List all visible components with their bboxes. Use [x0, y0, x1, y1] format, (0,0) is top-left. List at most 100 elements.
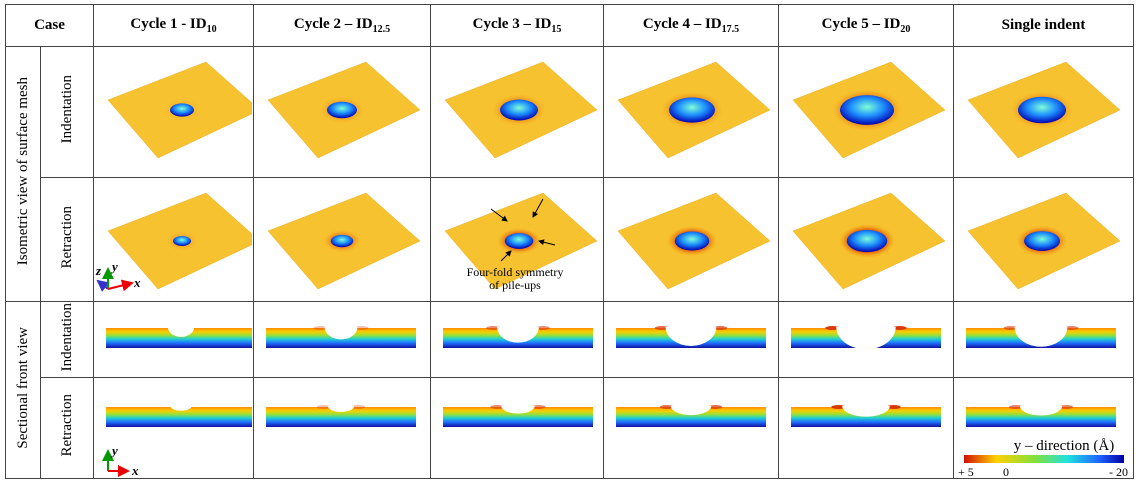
indent-hole [1018, 96, 1066, 122]
header-subscript: 12.5 [373, 24, 391, 35]
colorbar [964, 455, 1124, 463]
header-label: Cycle 3 – ID [473, 16, 552, 32]
row-label: Retraction [59, 206, 76, 268]
image-cell [604, 378, 779, 479]
header-subscript: 20 [900, 24, 910, 35]
isometric-image [779, 48, 952, 177]
header-subscript: 15 [551, 24, 561, 35]
image-cell [431, 378, 604, 479]
header-cell: Cycle 2 – ID12.5 [254, 5, 431, 47]
section-image: yx [94, 379, 252, 478]
colorbar-tick: + 5 [958, 465, 974, 478]
section-title: Sectional front view [15, 327, 32, 449]
row-label-cell: Retraction [41, 378, 94, 479]
section-image [954, 303, 1132, 377]
section-image [604, 303, 777, 377]
indent-hole [840, 95, 894, 125]
header-subscript: 10 [207, 24, 217, 35]
section-image [431, 379, 602, 478]
axis-arrow [108, 283, 132, 289]
section-image [254, 379, 429, 478]
isometric-image [954, 48, 1132, 177]
row-label-cell: Indentation [41, 302, 94, 378]
image-cell [604, 47, 779, 178]
header-label: Cycle 4 – ID [643, 16, 722, 32]
axis-label: x [133, 275, 141, 290]
header-label: Cycle 2 – ID [294, 16, 373, 32]
indent-hole [847, 229, 888, 251]
header-cell: Cycle 5 – ID20 [779, 5, 954, 47]
section-image [604, 379, 777, 478]
colorbar-title: y – direction (Å) [1014, 438, 1114, 454]
header-cell: Single indent [954, 5, 1134, 47]
isometric-image [604, 179, 777, 301]
indent-hole [331, 234, 354, 246]
image-cell [954, 47, 1134, 178]
isometric-image [604, 48, 777, 177]
header-subscript: 17.5 [722, 24, 740, 35]
axis-label: y [110, 259, 118, 274]
indent-hole [505, 233, 534, 249]
section-image [779, 379, 952, 478]
body-row: Retractionyxy – direction (Å)+ 50- 20 [6, 378, 1134, 479]
isometric-image [779, 179, 952, 301]
image-cell [954, 178, 1134, 302]
image-cell [779, 47, 954, 178]
row-label: Indentation [59, 75, 76, 143]
image-cell: zyx [94, 178, 254, 302]
image-cell [254, 178, 431, 302]
image-cell [254, 47, 431, 178]
indent-hole [669, 97, 715, 122]
image-cell [954, 302, 1134, 378]
indent-hole [1024, 231, 1060, 251]
section-image [431, 303, 602, 377]
row-label-cell: Indentation [41, 47, 94, 178]
section-title-cell: Sectional front view [6, 302, 41, 479]
isometric-image [94, 48, 252, 177]
image-cell [431, 47, 604, 178]
image-cell [431, 302, 604, 378]
header-case: Case [6, 5, 94, 47]
indent-hole [327, 101, 357, 118]
image-cell [779, 302, 954, 378]
header-cell: Cycle 1 - ID10 [94, 5, 254, 47]
isometric-image: Four-fold symmetryof pile-ups [431, 179, 602, 301]
axis-label: z [95, 263, 102, 278]
indent-hole [500, 99, 538, 120]
image-cell [254, 378, 431, 479]
colorbar-tick: - 20 [1109, 465, 1128, 478]
isometric-image [954, 179, 1132, 301]
image-cell [779, 178, 954, 302]
section-image [254, 303, 429, 377]
indent-hole [173, 236, 191, 246]
header-cell: Cycle 4 – ID17.5 [604, 5, 779, 47]
header-label: Cycle 1 - ID [130, 16, 206, 32]
header-label: Cycle 5 – ID [822, 16, 901, 32]
page: CaseCycle 1 - ID10Cycle 2 – ID12.5Cycle … [0, 0, 1138, 480]
axis-arrow [98, 281, 108, 289]
axis-label: y [110, 443, 118, 458]
image-cell: Four-fold symmetryof pile-ups [431, 178, 604, 302]
isometric-image [431, 48, 602, 177]
row-label-cell: Retraction [41, 178, 94, 302]
isometric-image [254, 48, 429, 177]
image-cell [94, 47, 254, 178]
image-cell [254, 302, 431, 378]
axis-label: x [131, 463, 139, 478]
image-cell [94, 302, 254, 378]
indent-hole [675, 231, 710, 250]
colorbar-tick: 0 [1003, 465, 1009, 478]
annotation-text: of pile-ups [489, 278, 541, 292]
isometric-image [254, 179, 429, 301]
section-image [779, 303, 952, 377]
row-label: Indentation [59, 303, 76, 371]
image-cell [779, 378, 954, 479]
image-cell: y – direction (Å) + 5 0 - 20 [954, 378, 1134, 479]
header-label: Single indent [1002, 17, 1086, 33]
image-cell [604, 178, 779, 302]
